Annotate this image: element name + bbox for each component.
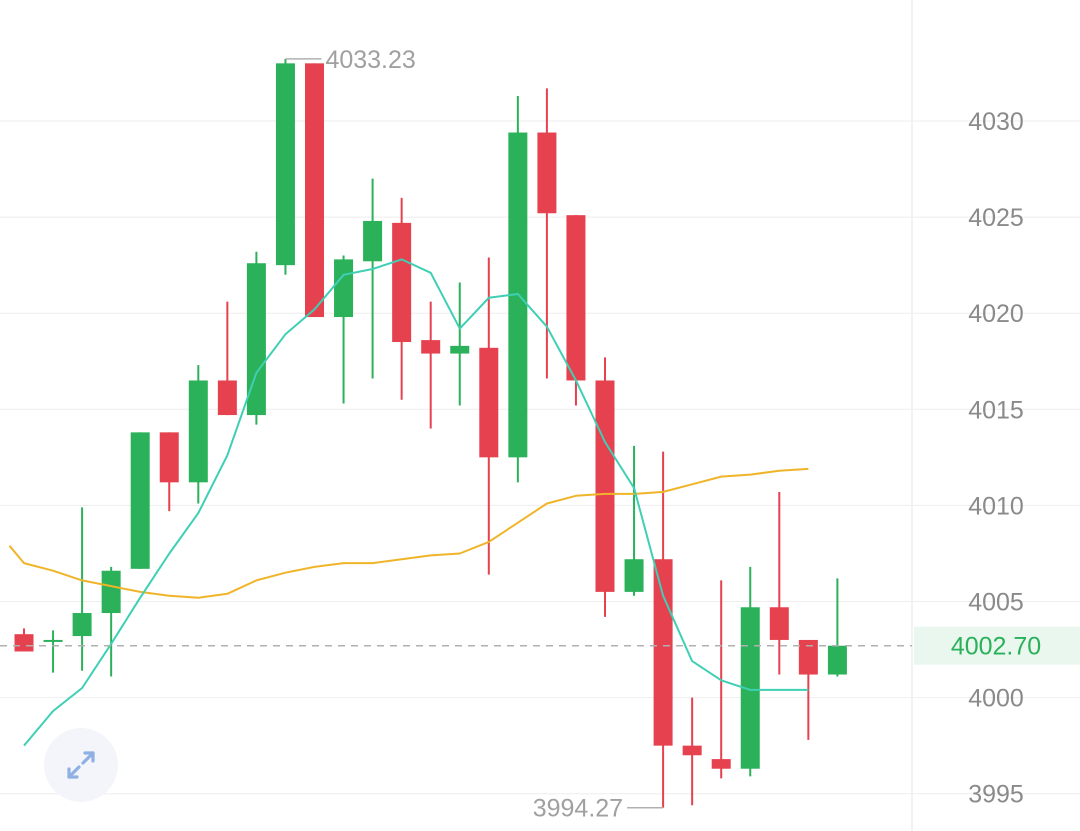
candle-down	[798, 639, 818, 675]
candle-up	[188, 380, 208, 483]
candle-up	[101, 570, 121, 614]
y-tick-label: 4030	[968, 108, 1024, 136]
candle-down	[653, 559, 673, 746]
y-axis: 3995 4000 4005 4010 4015 4020 4025 4030 4002.70	[914, 108, 1080, 809]
candle-up	[275, 63, 295, 266]
candle-down	[479, 347, 499, 458]
candle-down	[711, 759, 731, 769]
expand-arrows-icon	[67, 751, 95, 779]
candle-down	[537, 132, 557, 214]
low-price-label: 3994.27	[533, 795, 623, 823]
candle-up	[334, 259, 354, 318]
y-tick-label: 4020	[968, 300, 1024, 328]
high-price-label: 4033.23	[325, 46, 415, 74]
candle-up	[827, 645, 847, 675]
candle-down	[305, 63, 324, 318]
candle-up	[624, 559, 644, 592]
candle-down	[14, 634, 34, 652]
candle-down	[421, 340, 441, 354]
candle-up	[43, 639, 63, 642]
candle-down	[595, 380, 615, 592]
extreme-annotations: 4033.23 3994.27	[285, 46, 664, 823]
expand-button[interactable]	[44, 728, 118, 802]
candle-bodies	[14, 63, 847, 769]
ma-slow-line	[8, 467, 809, 599]
candle-down	[566, 215, 586, 381]
last-price-tag	[914, 626, 1080, 665]
candle-up	[450, 345, 470, 354]
candle-up	[246, 263, 266, 416]
y-tick-label: 3995	[968, 781, 1024, 809]
moving-average-lines	[8, 258, 809, 747]
y-tick-label: 4010	[968, 492, 1024, 520]
candle-up	[72, 613, 92, 637]
candle-up	[740, 607, 760, 769]
candle-down	[682, 745, 702, 756]
last-price-label: 4002.70	[951, 633, 1041, 661]
ma-fast-line	[23, 258, 809, 747]
candle-down	[769, 607, 789, 640]
y-tick-label: 4005	[968, 589, 1024, 617]
candle-down	[217, 380, 237, 416]
candle-up	[130, 432, 150, 569]
y-tick-label: 4000	[968, 685, 1024, 713]
y-tick-label: 4015	[968, 396, 1024, 424]
candle-up	[363, 220, 383, 262]
y-tick-label: 4025	[968, 204, 1024, 232]
candle-down	[159, 432, 179, 483]
candle-down	[392, 222, 412, 343]
